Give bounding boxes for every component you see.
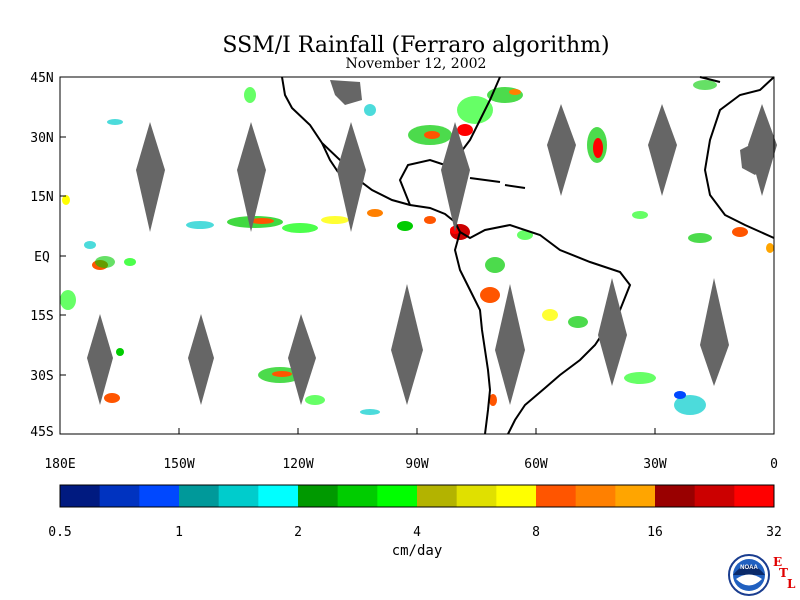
etl-logo: E T L bbox=[773, 555, 796, 591]
lat-label-45s: 45S bbox=[30, 425, 53, 440]
colorbar-swatch bbox=[615, 485, 656, 507]
lat-label-45n: 45N bbox=[30, 71, 53, 86]
colorbar-swatch bbox=[456, 485, 497, 507]
longitude-labels: 180E 150W 120W 90W 60W 30W 0 bbox=[44, 457, 778, 472]
latitude-labels: 45N 30N 15N EQ 15S 30S 45S bbox=[30, 71, 53, 440]
colorbar-swatch bbox=[99, 485, 140, 507]
noaa-logo: NOAA bbox=[728, 554, 770, 596]
axis-tick-marks bbox=[59, 76, 775, 435]
lon-label-0: 0 bbox=[770, 457, 778, 472]
rain-patches bbox=[60, 80, 774, 415]
colorbar-swatch bbox=[377, 485, 418, 507]
colorbar-tick-3: 4 bbox=[413, 525, 421, 540]
colorbar-frame bbox=[59, 484, 775, 508]
colorbar-swatch bbox=[258, 485, 299, 507]
colorbar-tick-2: 2 bbox=[294, 525, 302, 540]
colorbar-swatch bbox=[139, 485, 180, 507]
colorbar-swatch bbox=[60, 485, 101, 507]
lon-label-150w: 150W bbox=[163, 457, 194, 472]
colorbar-swatch bbox=[218, 485, 259, 507]
etl-letter-e: E bbox=[773, 555, 782, 569]
colorbar-swatch bbox=[575, 485, 616, 507]
colorbar-tick-5: 16 bbox=[647, 525, 663, 540]
noaa-logo-text: NOAA bbox=[740, 565, 758, 571]
lat-label-15n: 15N bbox=[30, 190, 53, 205]
lat-label-15s: 15S bbox=[30, 309, 53, 324]
colorbar-tick-1: 1 bbox=[175, 525, 183, 540]
swath-gaps bbox=[87, 104, 777, 405]
lon-label-120w: 120W bbox=[282, 457, 313, 472]
colorbar-swatch bbox=[179, 485, 220, 507]
lon-label-90w: 90W bbox=[405, 457, 429, 472]
etl-letter-l: L bbox=[787, 577, 796, 591]
colorbar-tick-0: 0.5 bbox=[48, 525, 71, 540]
colorbar-unit: cm/day bbox=[392, 543, 443, 559]
colorbar-tick-labels: 0.5 1 2 4 8 16 32 bbox=[48, 525, 782, 540]
map-title: SSM/I Rainfall (Ferraro algorithm) bbox=[222, 33, 609, 58]
colorbar-swatch bbox=[734, 485, 775, 507]
lon-label-180e: 180E bbox=[44, 457, 75, 472]
colorbar-swatch bbox=[337, 485, 378, 507]
etl-letter-t: T bbox=[779, 566, 788, 580]
lon-label-30w: 30W bbox=[643, 457, 667, 472]
colorbar bbox=[60, 485, 775, 507]
lon-label-60w: 60W bbox=[524, 457, 548, 472]
colorbar-swatch bbox=[694, 485, 735, 507]
colorbar-tick-4: 8 bbox=[532, 525, 540, 540]
lat-label-30n: 30N bbox=[30, 131, 53, 146]
lat-label-30s: 30S bbox=[30, 369, 53, 384]
colorbar-swatch bbox=[536, 485, 577, 507]
map-date: November 12, 2002 bbox=[346, 56, 487, 72]
colorbar-swatch bbox=[655, 485, 696, 507]
colorbar-tick-6: 32 bbox=[766, 525, 782, 540]
lat-label-eq: EQ bbox=[34, 250, 50, 265]
colorbar-swatch bbox=[496, 485, 537, 507]
colorbar-swatch bbox=[417, 485, 458, 507]
colorbar-swatch bbox=[298, 485, 339, 507]
